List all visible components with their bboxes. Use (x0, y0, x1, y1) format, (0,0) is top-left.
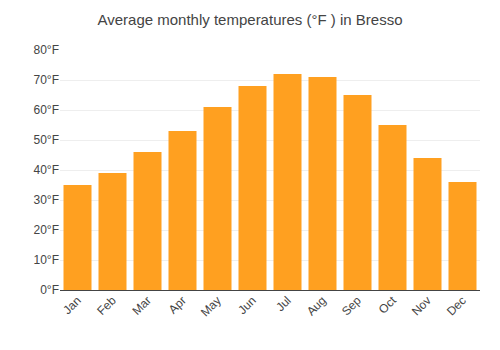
svg-text:Sep: Sep (339, 293, 364, 318)
svg-text:40°F: 40°F (34, 163, 59, 177)
svg-text:70°F: 70°F (34, 73, 59, 87)
svg-text:Nov: Nov (409, 293, 434, 318)
svg-text:20°F: 20°F (34, 223, 59, 237)
svg-text:Jan: Jan (60, 293, 84, 317)
svg-text:50°F: 50°F (34, 133, 59, 147)
svg-text:Jul: Jul (273, 293, 294, 314)
svg-text:Average monthly temperatures (: Average monthly temperatures (°F ) in Br… (97, 11, 402, 28)
svg-text:0°F: 0°F (40, 283, 59, 297)
svg-text:Apr: Apr (166, 293, 189, 316)
svg-text:Oct: Oct (376, 293, 400, 317)
svg-text:Feb: Feb (94, 293, 119, 318)
svg-text:80°F: 80°F (34, 43, 59, 57)
svg-text:Dec: Dec (444, 293, 469, 318)
svg-text:May: May (198, 293, 224, 319)
svg-text:Mar: Mar (129, 293, 154, 318)
svg-text:Aug: Aug (304, 293, 329, 318)
svg-text:Jun: Jun (235, 293, 259, 317)
svg-text:60°F: 60°F (34, 103, 59, 117)
svg-text:10°F: 10°F (34, 253, 59, 267)
svg-text:30°F: 30°F (34, 193, 59, 207)
